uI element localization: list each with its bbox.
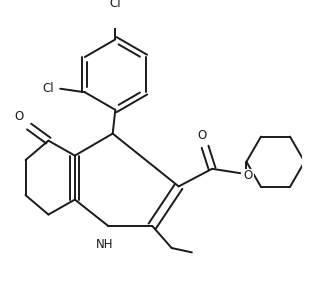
Text: O: O xyxy=(197,128,206,142)
Text: Cl: Cl xyxy=(109,0,121,11)
Text: NH: NH xyxy=(96,238,114,251)
Text: O: O xyxy=(14,110,24,123)
Text: Cl: Cl xyxy=(43,82,54,95)
Text: O: O xyxy=(244,169,253,182)
